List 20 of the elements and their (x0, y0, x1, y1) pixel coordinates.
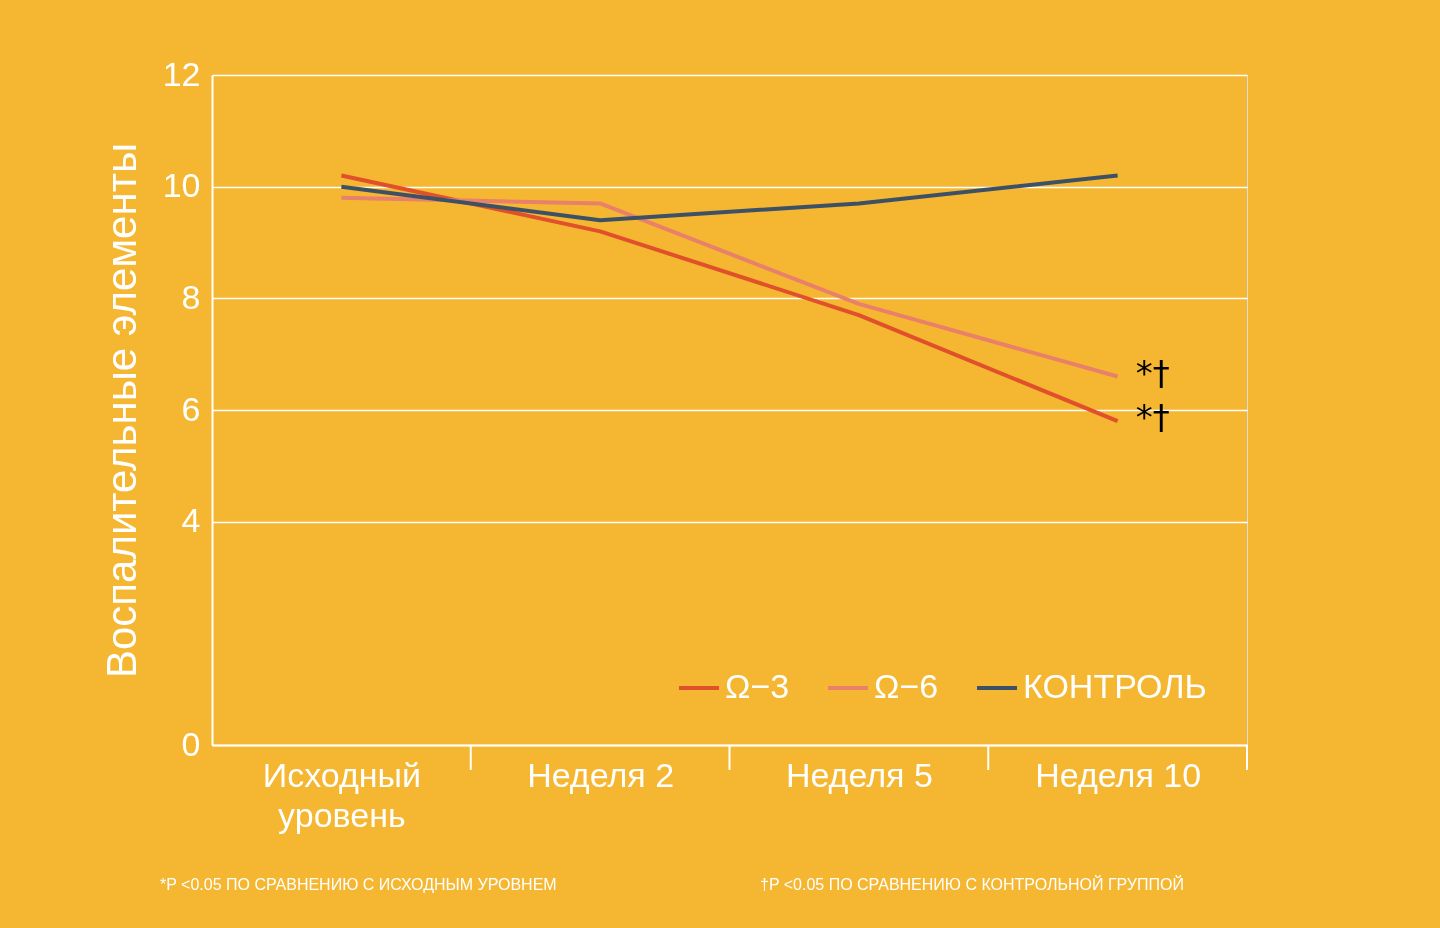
legend-label: КОНТРОЛЬ (1023, 667, 1207, 705)
text: †P <0.05 ПО СРАВНЕНИЮ С КОНТРОЛЬНОЙ ГРУППОЙ (760, 875, 1184, 893)
x-tick-label: Неделя 2 (527, 755, 675, 794)
legend-label: Ω−3 (725, 667, 790, 705)
y-tick-label: 4 (181, 501, 201, 540)
y-tick-label: 10 (162, 166, 201, 205)
y-tick-label: 6 (181, 389, 201, 428)
line-series (339, 195, 1120, 379)
line-series (339, 173, 1120, 424)
y-axis-title: Воспалительные элементы (97, 142, 145, 679)
x-tick-label: Неделя 10 (1035, 755, 1202, 794)
legend-label: Ω−6 (874, 667, 939, 705)
x-tick-label: Исходный уровень (262, 755, 422, 834)
annotation: *† (1135, 352, 1170, 393)
y-tick-label: 8 (181, 277, 201, 316)
text: *P <0.05 ПО СРАВНЕНИЮ С ИСХОДНЫМ УРОВНЕМ (160, 876, 557, 893)
line-series (339, 173, 1120, 223)
y-tick-label: 0 (181, 724, 201, 763)
y-tick-label: 12 (162, 54, 201, 93)
x-tick-label: Неделя 5 (785, 755, 933, 794)
